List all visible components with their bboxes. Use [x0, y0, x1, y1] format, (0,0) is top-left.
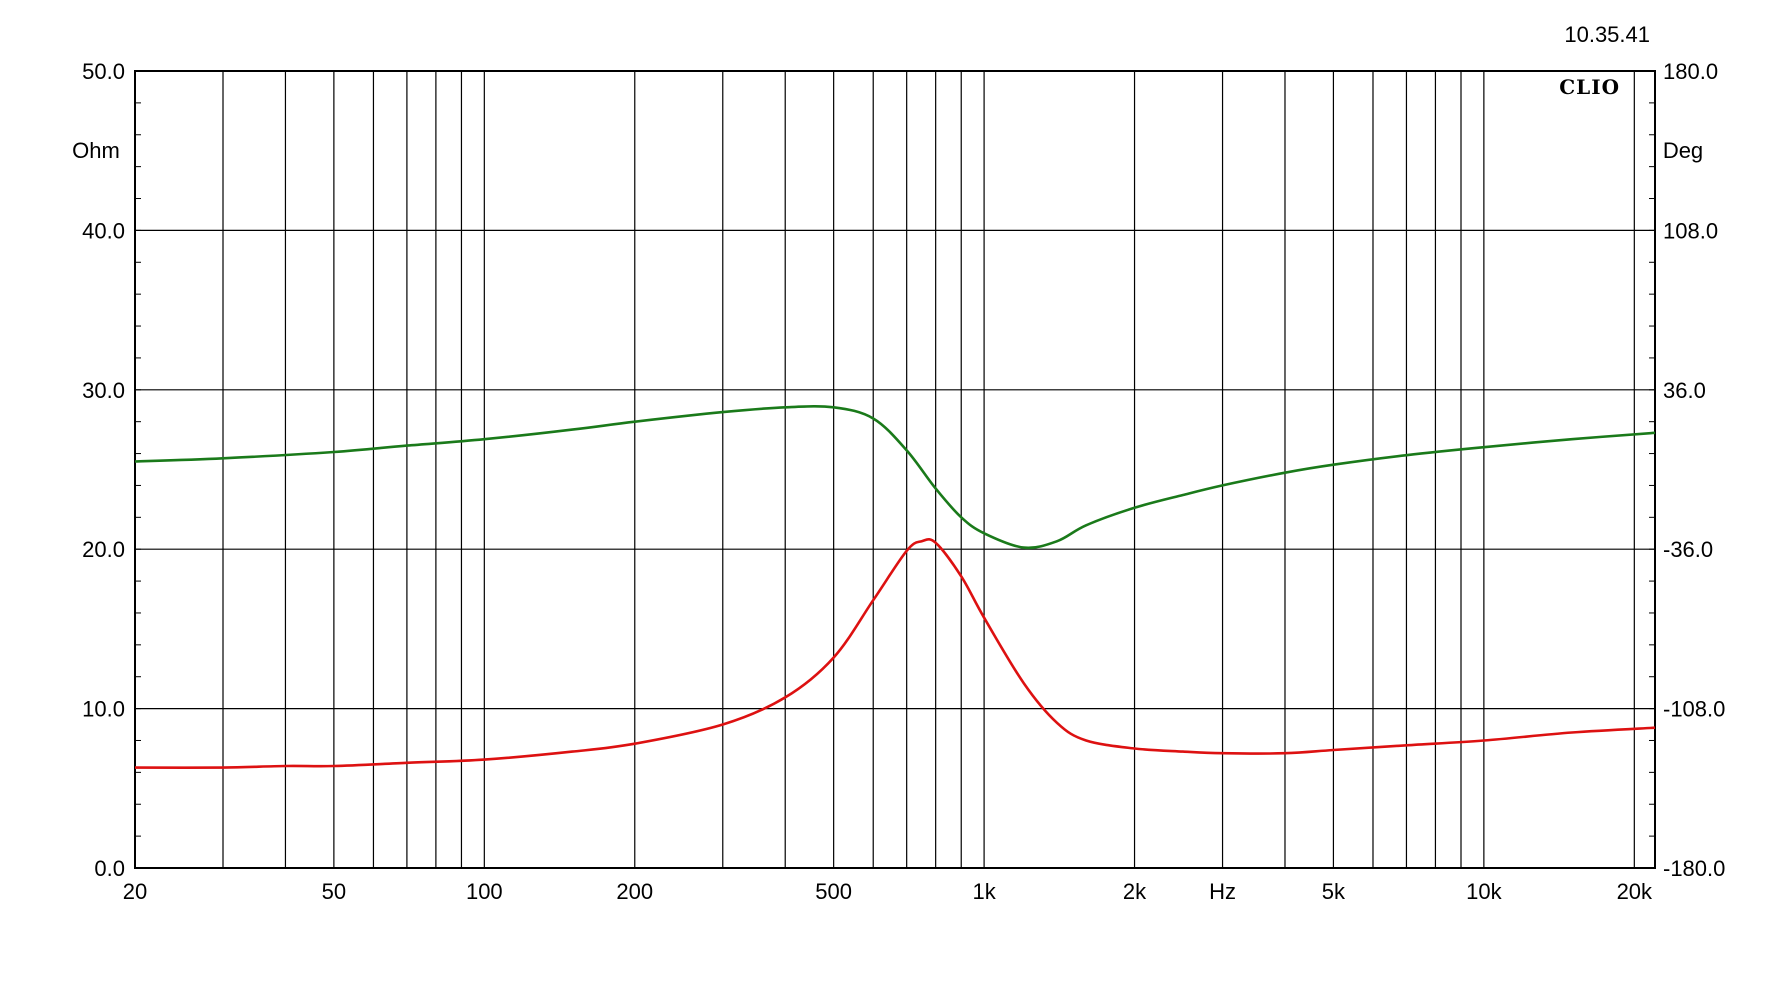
x-tick-label: 50 [322, 879, 346, 904]
x-tick-label: 10k [1466, 879, 1502, 904]
x-tick-labels: 20 50 100 200 500 1k 2k 5k 10k 20k Hz [123, 879, 1653, 904]
left-tick-label: 0.0 [94, 856, 125, 881]
left-tick-label: 30.0 [82, 378, 125, 403]
left-axis-labels: 0.0 10.0 20.0 30.0 40.0 50.0 [82, 59, 125, 881]
grid [134, 70, 1656, 869]
x-tick-label: 2k [1123, 879, 1147, 904]
left-tick-label: 50.0 [82, 59, 125, 84]
x-tick-label: 1k [972, 879, 996, 904]
right-tick-label: -108.0 [1663, 697, 1725, 722]
right-tick-label: -36.0 [1663, 537, 1713, 562]
x-tick-label: 500 [815, 879, 852, 904]
right-tick-label: -180.0 [1663, 856, 1725, 881]
right-axis-labels: -180.0 -108.0 -36.0 36.0 108.0 180.0 [1663, 59, 1725, 881]
x-tick-label: 5k [1322, 879, 1346, 904]
x-tick-label: 200 [616, 879, 653, 904]
right-tick-label: 36.0 [1663, 378, 1706, 403]
x-tick-label: 100 [466, 879, 503, 904]
series-lines [134, 404, 1656, 769]
x-tick-label: 20 [123, 879, 147, 904]
right-tick-label: 108.0 [1663, 218, 1718, 243]
plot-frame [134, 70, 1656, 869]
green-series-line [134, 404, 1656, 550]
x-tick-label: 20k [1617, 879, 1653, 904]
red-series-line [134, 538, 1656, 769]
left-tick-label: 20.0 [82, 537, 125, 562]
timestamp: 10.35.41 [1564, 22, 1650, 47]
right-axis-unit: Deg [1663, 138, 1703, 163]
brand-logo: CLIO [1559, 75, 1620, 99]
plot-border [134, 70, 1656, 869]
right-tick-label: 180.0 [1663, 59, 1718, 84]
x-axis-unit: Hz [1209, 879, 1236, 904]
left-tick-label: 10.0 [82, 697, 125, 722]
left-axis-unit: Ohm [72, 138, 120, 163]
left-tick-label: 40.0 [82, 218, 125, 243]
